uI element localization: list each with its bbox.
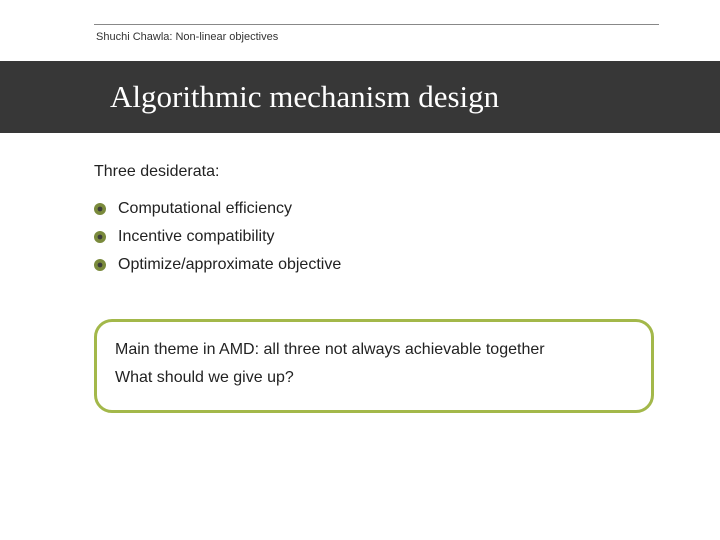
list-item: Computational efficiency bbox=[94, 195, 565, 223]
header-area: Shuchi Chawla: Non-linear objectives bbox=[0, 0, 720, 61]
list-item: Incentive compatibility bbox=[94, 223, 565, 251]
bullet-icon bbox=[94, 203, 106, 215]
bullet-icon bbox=[94, 259, 106, 271]
slide-title: Algorithmic mechanism design bbox=[110, 79, 499, 114]
bullet-list: Computational efficiency Incentive compa… bbox=[94, 195, 565, 279]
bullet-icon bbox=[94, 231, 106, 243]
callout-box: Main theme in AMD: all three not always … bbox=[94, 319, 654, 413]
slide-title-bar: Algorithmic mechanism design bbox=[0, 61, 720, 133]
callout-line: What should we give up? bbox=[115, 366, 633, 390]
content-area: Three desiderata: Computational efficien… bbox=[0, 133, 565, 413]
list-item-label: Incentive compatibility bbox=[118, 228, 275, 246]
list-item-label: Optimize/approximate objective bbox=[118, 256, 341, 274]
list-item: Optimize/approximate objective bbox=[94, 251, 565, 279]
lead-text: Three desiderata: bbox=[94, 163, 565, 181]
list-item-label: Computational efficiency bbox=[118, 200, 292, 218]
author-line: Shuchi Chawla: Non-linear objectives bbox=[94, 25, 720, 61]
callout-line: Main theme in AMD: all three not always … bbox=[115, 338, 633, 362]
